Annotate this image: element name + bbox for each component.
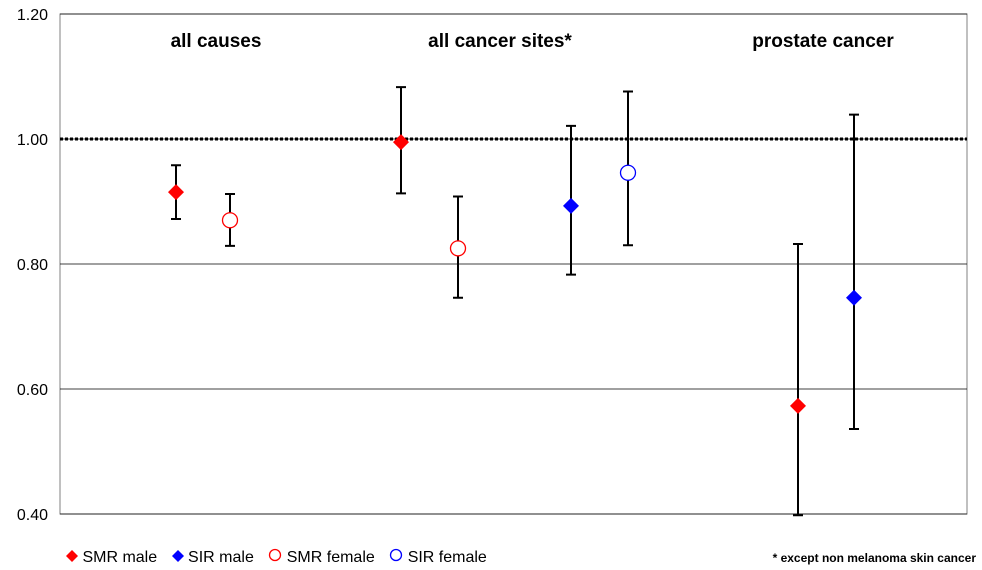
gridlines: [59, 13, 968, 515]
data-point-circle: [221, 212, 239, 229]
legend-item-sir-female: SIR female: [389, 548, 487, 567]
diamond-filled-icon: [171, 550, 184, 562]
circle-open-icon: [390, 548, 403, 562]
footnote: * except non melanoma skin cancer: [772, 551, 976, 565]
group-label: all causes: [171, 31, 262, 52]
data-marks: [168, 86, 862, 517]
y-axis-ticks: 0.40 0.60 0.80 1.00 1.20: [17, 7, 48, 524]
legend-label: SIR male: [188, 548, 254, 566]
circle-open-icon: [269, 548, 282, 562]
y-tick-label: 1.00: [17, 132, 48, 149]
y-tick-label: 1.20: [17, 7, 48, 24]
legend-item-smr-female: SMR female: [268, 548, 375, 567]
data-point-circle: [619, 164, 637, 181]
group-labels: all causes all cancer sites* prostate canc…: [171, 31, 895, 52]
legend-label: SIR female: [407, 548, 487, 566]
group-label: prostate cancer: [752, 31, 894, 52]
legend-item-sir-male: SIR male: [171, 548, 254, 567]
legend-label: SMR male: [82, 548, 158, 566]
data-point-circle: [449, 240, 467, 257]
data-point-diamond: [563, 197, 579, 214]
y-tick-label: 0.40: [17, 507, 48, 524]
group-label: all cancer sites*: [428, 31, 572, 52]
y-tick-label: 0.60: [17, 382, 48, 399]
data-point-diamond: [168, 184, 184, 201]
y-tick-label: 0.80: [17, 257, 48, 274]
data-point-diamond: [393, 134, 409, 151]
data-point-diamond: [790, 397, 806, 414]
legend: SMR male SIR male SMR female SIR female: [66, 548, 497, 567]
legend-item-smr-male: SMR male: [66, 549, 157, 567]
data-point-diamond: [846, 289, 862, 306]
legend-label: SMR female: [286, 548, 375, 566]
diamond-filled-icon: [66, 550, 78, 562]
